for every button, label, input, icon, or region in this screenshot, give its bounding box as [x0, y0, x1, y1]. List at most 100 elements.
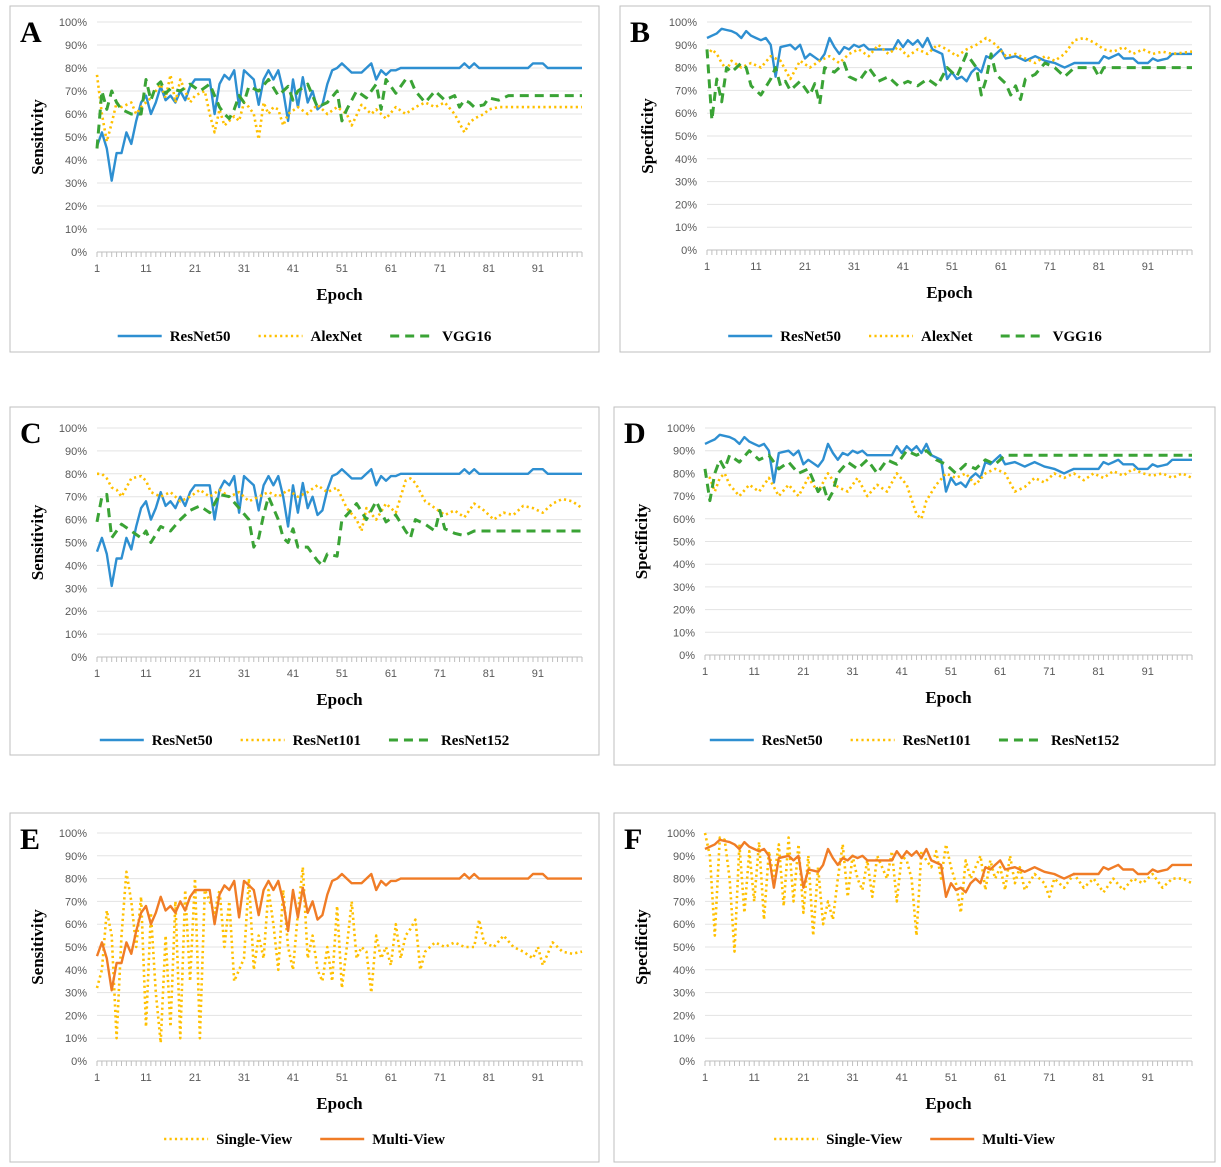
legend-label: VGG16	[1053, 329, 1103, 345]
x-tick-label: 71	[434, 1072, 446, 1084]
legend-label: AlexNet	[921, 329, 973, 345]
x-tick-label: 81	[483, 1072, 495, 1084]
panel-letter: C	[20, 417, 42, 450]
legend-item: ResNet50	[728, 329, 841, 345]
x-tick-label: 61	[995, 261, 1007, 273]
y-tick-label: 0%	[681, 245, 697, 257]
series-line-resnet50	[704, 433, 1192, 493]
series-line-resnet50	[95, 468, 582, 588]
y-tick-label: 10%	[65, 224, 87, 236]
y-tick-label: 80%	[673, 468, 695, 480]
chart-frame	[613, 812, 1216, 1163]
x-tick-label: 41	[287, 263, 299, 275]
y-tick-label: 70%	[65, 896, 87, 908]
legend-item: AlexNet	[869, 329, 973, 345]
legend: ResNet50 ResNet101 ResNet152	[709, 733, 1119, 749]
y-tick-label: 60%	[65, 515, 87, 527]
x-tick-label: 11	[748, 1072, 759, 1084]
legend-label: Multi-View	[982, 1132, 1055, 1148]
y-tick-label: 40%	[673, 965, 695, 977]
x-tick-label: 1	[702, 1072, 708, 1084]
series-line-multi-view	[95, 872, 582, 992]
series-line-vgg16	[95, 78, 582, 149]
panel-letter: E	[20, 823, 40, 856]
x-tick-label: 21	[189, 1072, 201, 1084]
x-tick-label: 91	[532, 263, 544, 275]
y-tick-label: 70%	[675, 85, 697, 97]
legend-label: ResNet152	[441, 733, 509, 749]
x-tick-label: 51	[945, 1072, 957, 1084]
legend-label: ResNet50	[152, 733, 213, 749]
y-tick-label: 50%	[65, 132, 87, 144]
x-tick-label: 81	[1092, 1072, 1104, 1084]
y-tick-label: 10%	[675, 222, 697, 234]
y-tick-label: 0%	[679, 650, 695, 662]
y-tick-label: 90%	[65, 40, 87, 52]
y-tick-label: 10%	[673, 1033, 695, 1045]
x-tick-label: 91	[1142, 1072, 1154, 1084]
y-tick-label: 100%	[669, 17, 697, 29]
series-line-resnet50	[706, 27, 1192, 83]
x-tick-label: 61	[994, 666, 1006, 678]
panel-letter: D	[624, 417, 646, 450]
y-tick-label: 40%	[675, 154, 697, 166]
y-tick-label: 90%	[673, 446, 695, 458]
legend: ResNet50 AlexNet VGG16	[117, 329, 492, 345]
chart-panel-f: 0%10%20%30%40%50%60%70%80%90%100%1 11 21 31…	[613, 812, 1216, 1163]
x-tick-label: 11	[140, 1072, 151, 1084]
y-axis-title: Specificity	[632, 503, 651, 579]
chart-panel-e: 0%10%20%30%40%50%60%70%80%90%100%1 11 21 31…	[9, 812, 600, 1163]
y-axis-title: Sensitivity	[28, 504, 47, 580]
x-tick-label: 41	[897, 261, 909, 273]
legend-item: VGG16	[390, 329, 492, 345]
legend-label: Single-View	[826, 1132, 902, 1148]
x-tick-label: 1	[94, 668, 100, 680]
y-tick-label: 20%	[673, 605, 695, 617]
y-tick-label: 70%	[673, 491, 695, 503]
y-tick-label: 60%	[673, 514, 695, 526]
chart-frame	[613, 406, 1216, 766]
series-line-single-view	[703, 832, 1193, 953]
x-tick-label: 31	[846, 666, 858, 678]
x-tick-label: 31	[238, 668, 250, 680]
x-tick-label: 71	[1043, 666, 1055, 678]
y-tick-label: 20%	[65, 606, 87, 618]
x-tick-label: 61	[994, 1072, 1006, 1084]
legend: ResNet50 AlexNet VGG16	[728, 329, 1102, 345]
legend-label: ResNet50	[170, 329, 231, 345]
y-axis-title: Specificity	[632, 909, 651, 985]
y-tick-label: 30%	[65, 178, 87, 190]
x-tick-label: 81	[483, 668, 495, 680]
y-tick-label: 70%	[673, 896, 695, 908]
y-tick-label: 100%	[667, 828, 695, 840]
x-tick-label: 31	[238, 263, 250, 275]
y-tick-label: 30%	[65, 583, 87, 595]
y-axis-title: Sensitivity	[28, 909, 47, 985]
x-tick-label: 41	[287, 1072, 299, 1084]
x-axis-title: Epoch	[925, 688, 972, 707]
y-tick-label: 100%	[59, 828, 87, 840]
y-tick-label: 90%	[65, 851, 87, 863]
y-tick-label: 90%	[65, 446, 87, 458]
legend-label: VGG16	[442, 329, 492, 345]
legend-item: AlexNet	[258, 329, 362, 345]
x-tick-label: 91	[1142, 261, 1154, 273]
x-tick-label: 31	[848, 261, 860, 273]
legend-item: VGG16	[1000, 329, 1103, 345]
x-tick-label: 1	[702, 666, 708, 678]
y-tick-label: 40%	[65, 560, 87, 572]
x-tick-label: 21	[189, 263, 201, 275]
y-tick-label: 80%	[675, 63, 697, 75]
y-tick-label: 40%	[673, 559, 695, 571]
legend-item: ResNet101	[850, 733, 971, 749]
y-tick-label: 80%	[65, 63, 87, 75]
x-tick-label: 11	[140, 263, 151, 275]
legend-label: ResNet101	[903, 733, 971, 749]
chart-panel-b: 0%10%20%30%40%50%60%70%80%90%100%1 11 21 31…	[619, 5, 1211, 353]
legend-label: ResNet101	[293, 733, 361, 749]
x-tick-label: 91	[1142, 666, 1154, 678]
x-tick-label: 51	[946, 261, 958, 273]
y-tick-label: 30%	[673, 988, 695, 1000]
legend: Single-View Multi-View	[164, 1132, 445, 1148]
chart-frame	[9, 812, 600, 1163]
